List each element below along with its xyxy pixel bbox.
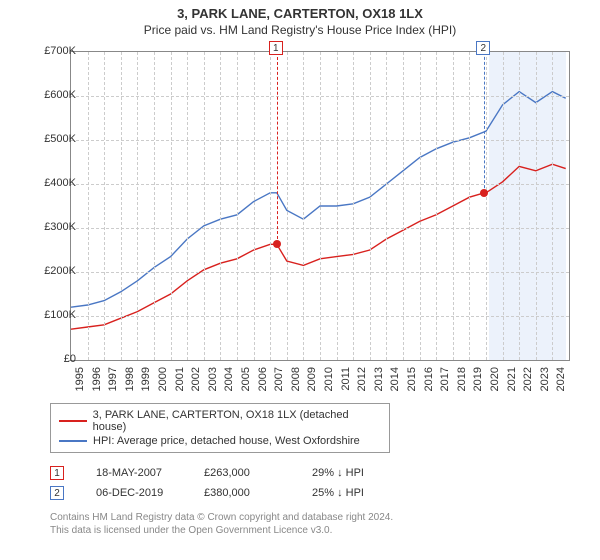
marker-point [480, 189, 488, 197]
x-axis-label: 2008 [290, 367, 302, 407]
y-axis-label: £0 [26, 353, 76, 365]
annotation-row: 1 18-MAY-2007 £263,000 29% ↓ HPI [50, 463, 600, 483]
annotation-price: £263,000 [204, 467, 284, 479]
x-axis-label: 1999 [140, 367, 152, 407]
marker-line [484, 52, 485, 193]
marker-number-box: 1 [269, 41, 283, 55]
chart-area: £0£100K£200K£300K£400K£500K£600K£700K199… [20, 41, 580, 401]
attribution-line1: Contains HM Land Registry data © Crown c… [50, 511, 600, 524]
legend-item: HPI: Average price, detached house, West… [59, 434, 381, 448]
annotation-table: 1 18-MAY-2007 £263,000 29% ↓ HPI 2 06-DEC-201… [50, 463, 600, 503]
x-axis-label: 2015 [406, 367, 418, 407]
x-axis-label: 2022 [522, 367, 534, 407]
x-axis-label: 2014 [389, 367, 401, 407]
marker-line [277, 52, 278, 244]
series-line [71, 92, 566, 308]
x-axis-label: 2005 [240, 367, 252, 407]
x-axis-label: 1996 [91, 367, 103, 407]
x-axis-label: 1998 [124, 367, 136, 407]
annotation-price: £380,000 [204, 487, 284, 499]
x-axis-label: 2002 [190, 367, 202, 407]
legend-label: 3, PARK LANE, CARTERTON, OX18 1LX (detac… [93, 409, 381, 433]
y-axis-label: £100K [26, 309, 76, 321]
x-axis-label: 1997 [107, 367, 119, 407]
x-axis-label: 2007 [273, 367, 285, 407]
legend-swatch [59, 420, 87, 422]
legend-swatch [59, 440, 87, 442]
y-axis-label: £200K [26, 265, 76, 277]
legend: 3, PARK LANE, CARTERTON, OX18 1LX (detac… [50, 403, 390, 453]
y-axis-label: £500K [26, 133, 76, 145]
y-axis-label: £400K [26, 177, 76, 189]
y-axis-label: £300K [26, 221, 76, 233]
x-axis-label: 2019 [472, 367, 484, 407]
series-line [71, 164, 566, 329]
x-axis-label: 2018 [456, 367, 468, 407]
x-axis-label: 2000 [157, 367, 169, 407]
legend-label: HPI: Average price, detached house, West… [93, 435, 360, 447]
annotation-delta: 29% ↓ HPI [312, 467, 392, 479]
x-axis-label: 2024 [555, 367, 567, 407]
x-axis-label: 2003 [207, 367, 219, 407]
y-axis-label: £700K [26, 45, 76, 57]
x-axis-label: 2012 [356, 367, 368, 407]
x-axis-label: 2006 [257, 367, 269, 407]
x-axis-label: 2010 [323, 367, 335, 407]
annotation-number-box: 1 [50, 466, 64, 480]
x-axis-label: 2001 [174, 367, 186, 407]
annotation-row: 2 06-DEC-2019 £380,000 25% ↓ HPI [50, 483, 600, 503]
x-axis-label: 2016 [423, 367, 435, 407]
x-axis-label: 2021 [506, 367, 518, 407]
annotation-date: 06-DEC-2019 [96, 487, 176, 499]
chart-container: 3, PARK LANE, CARTERTON, OX18 1LX Price … [0, 0, 600, 560]
plot-region [70, 51, 570, 361]
x-axis-label: 2023 [539, 367, 551, 407]
x-axis-label: 2013 [373, 367, 385, 407]
chart-title: 3, PARK LANE, CARTERTON, OX18 1LX [0, 0, 600, 21]
x-axis-label: 1995 [74, 367, 86, 407]
x-axis-label: 2009 [306, 367, 318, 407]
x-axis-label: 2004 [223, 367, 235, 407]
annotation-date: 18-MAY-2007 [96, 467, 176, 479]
attribution-line2: This data is licensed under the Open Gov… [50, 524, 600, 537]
chart-subtitle: Price paid vs. HM Land Registry's House … [0, 21, 600, 41]
y-axis-label: £600K [26, 89, 76, 101]
legend-item: 3, PARK LANE, CARTERTON, OX18 1LX (detac… [59, 408, 381, 434]
annotation-delta: 25% ↓ HPI [312, 487, 392, 499]
attribution: Contains HM Land Registry data © Crown c… [50, 511, 600, 537]
x-axis-label: 2011 [340, 367, 352, 407]
marker-point [273, 240, 281, 248]
annotation-number-box: 2 [50, 486, 64, 500]
marker-number-box: 2 [476, 41, 490, 55]
x-axis-label: 2020 [489, 367, 501, 407]
x-axis-label: 2017 [439, 367, 451, 407]
